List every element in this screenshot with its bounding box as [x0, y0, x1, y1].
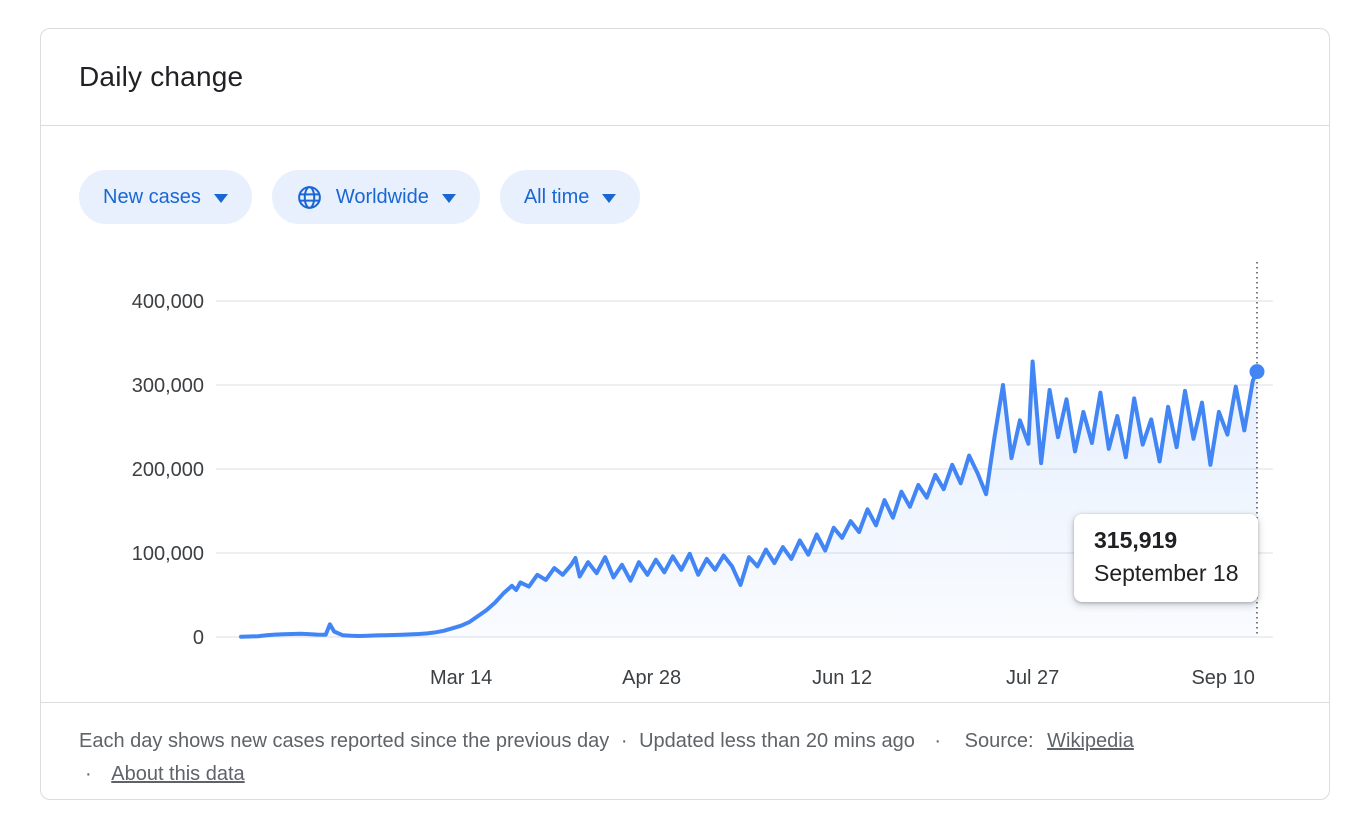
- filter-time-range[interactable]: All time: [499, 170, 641, 224]
- chevron-down-icon: [213, 193, 228, 203]
- x-tick-label: Jul 27: [1006, 667, 1059, 689]
- filter-new-cases-label: New cases: [103, 185, 201, 208]
- x-tick-label: Sep 10: [1191, 667, 1254, 689]
- card-header: Daily change: [41, 29, 1329, 126]
- filter-new-cases[interactable]: New cases: [79, 170, 252, 224]
- y-tick-label: 200,000: [132, 459, 204, 481]
- filter-row: New cases Worldwide All time: [41, 126, 1329, 224]
- card-footer: Each day shows new cases reported since …: [41, 702, 1329, 799]
- daily-change-chart[interactable]: 0 100,000 200,000 300,000 400,000 Mar 14 Apr 2…: [41, 252, 1329, 702]
- highlight-dot: [1249, 364, 1265, 380]
- chart-area-fill: [241, 361, 1257, 637]
- tooltip-value: 315,919: [1094, 527, 1178, 553]
- x-tick-label: Jun 12: [812, 667, 872, 689]
- filter-region[interactable]: Worldwide: [271, 170, 480, 224]
- filter-time-range-label: All time: [523, 185, 590, 208]
- chart-line: [239, 359, 1259, 639]
- x-tick-label: Mar 14: [430, 667, 492, 689]
- chevron-down-icon: [441, 193, 456, 203]
- chart-area[interactable]: 0 100,000 200,000 300,000 400,000 Mar 14 Apr 2…: [41, 252, 1329, 702]
- globe-icon: [296, 184, 323, 211]
- chevron-down-icon: [602, 193, 617, 203]
- page-title: Daily change: [79, 61, 244, 92]
- wikipedia-link[interactable]: Wikipedia: [1047, 730, 1134, 752]
- footer-source-label: Source:: [964, 730, 1034, 752]
- y-tick-label: 400,000: [132, 291, 204, 313]
- y-tick-label: 100,000: [132, 543, 204, 565]
- footer-separator: ·: [620, 730, 628, 752]
- filter-region-label: Worldwide: [335, 185, 429, 208]
- about-this-data-link[interactable]: About this data: [111, 763, 245, 785]
- daily-change-card: Daily change New cases Worldwide All tim…: [40, 28, 1330, 800]
- footer-description: Each day shows new cases reported since …: [79, 730, 610, 752]
- tooltip-date: September 18: [1094, 560, 1239, 586]
- y-tick-label: 300,000: [132, 375, 204, 397]
- footer-updated: Updated less than 20 mins ago: [639, 730, 915, 752]
- y-tick-label: 0: [193, 627, 204, 649]
- footer-separator: ·: [85, 763, 92, 785]
- x-tick-label: Apr 28: [622, 667, 681, 689]
- footer-separator: ·: [934, 730, 942, 752]
- chart-tooltip: 315,919 September 18: [1074, 514, 1259, 602]
